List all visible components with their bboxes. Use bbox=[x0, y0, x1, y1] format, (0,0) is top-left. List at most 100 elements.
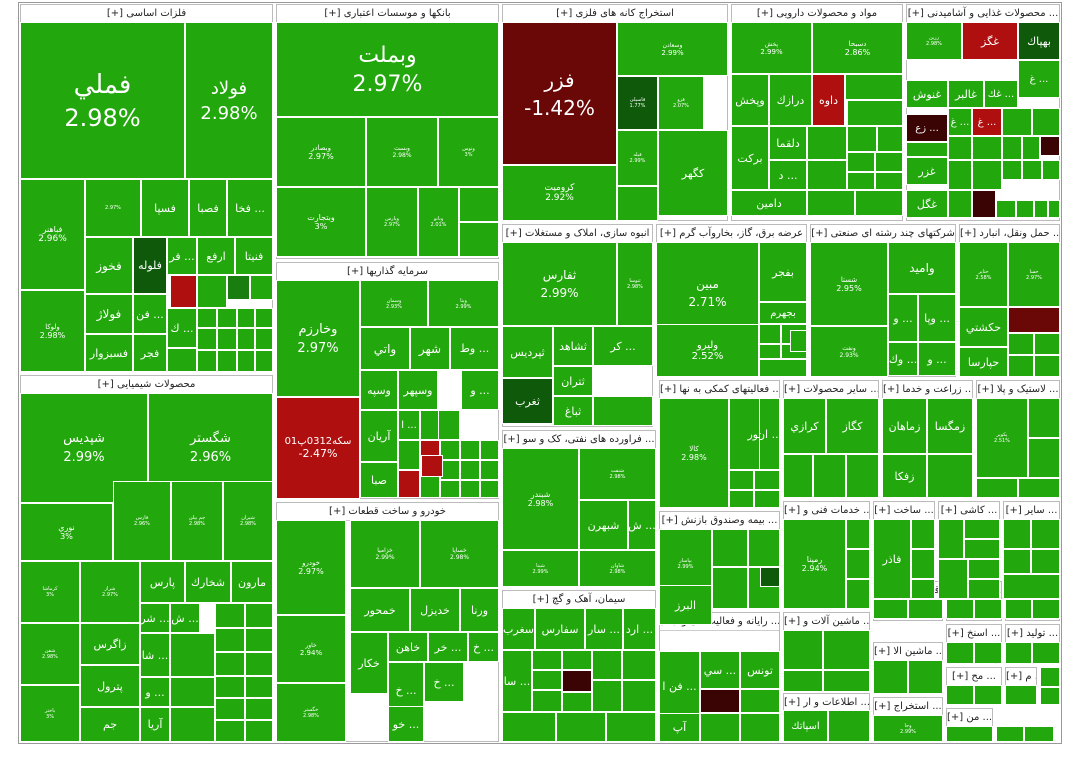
stock-tile[interactable]: شخارك bbox=[185, 561, 231, 603]
stock-tile[interactable]: تونس bbox=[740, 651, 780, 689]
stock-tile[interactable]: كگاز bbox=[826, 398, 879, 454]
stock-tile[interactable]: فصبا bbox=[189, 179, 227, 237]
stock-tile[interactable]: وسعادن 2.99% bbox=[617, 22, 728, 76]
stock-tile[interactable]: فارس 2.96% bbox=[113, 481, 171, 561]
stock-tile[interactable]: فر ... bbox=[167, 237, 197, 275]
treemap-cell[interactable] bbox=[617, 186, 658, 221]
stock-tile[interactable]: فيله 2.99% bbox=[617, 130, 658, 186]
sector-header[interactable]: [+] ماشین آلات و ... bbox=[784, 613, 869, 631]
treemap-cell[interactable] bbox=[996, 726, 1024, 742]
treemap-cell[interactable] bbox=[948, 136, 972, 160]
treemap-cell[interactable] bbox=[740, 713, 780, 742]
treemap-cell[interactable] bbox=[1002, 136, 1022, 160]
treemap-cell[interactable] bbox=[255, 308, 273, 328]
sector-header[interactable]: [+] ساخت ... bbox=[874, 502, 934, 520]
treemap-cell[interactable] bbox=[1022, 136, 1040, 160]
treemap-cell[interactable] bbox=[622, 680, 656, 712]
stock-tile[interactable]: فخوز bbox=[85, 237, 133, 294]
treemap-cell[interactable] bbox=[215, 676, 245, 698]
treemap-cell[interactable] bbox=[245, 628, 273, 652]
sector-header[interactable]: [+] ماشین الا ... bbox=[874, 643, 942, 661]
treemap-cell[interactable] bbox=[532, 690, 562, 712]
treemap-cell[interactable] bbox=[759, 359, 807, 377]
sector-header[interactable]: [+] فعالیتهای کمکی به نها ... bbox=[660, 381, 779, 399]
treemap-cell[interactable] bbox=[759, 324, 781, 344]
treemap-cell[interactable] bbox=[592, 650, 622, 680]
treemap-cell[interactable] bbox=[1022, 160, 1042, 180]
stock-tile[interactable]: خر ... bbox=[428, 632, 468, 662]
treemap-cell[interactable] bbox=[215, 720, 245, 742]
treemap-cell[interactable] bbox=[729, 470, 754, 490]
treemap-cell[interactable] bbox=[911, 579, 935, 599]
stock-tile[interactable]: شراز 2.97% bbox=[80, 561, 140, 623]
stock-tile[interactable]: ثنوسا 2.98% bbox=[617, 242, 653, 326]
stock-tile[interactable]: بهپاك bbox=[1018, 22, 1060, 60]
treemap-cell[interactable] bbox=[846, 454, 879, 498]
stock-tile[interactable]: آريان bbox=[360, 410, 398, 462]
stock-tile[interactable]: شفن 2.98% bbox=[20, 623, 80, 685]
stock-tile[interactable]: باختر 3% bbox=[20, 685, 80, 742]
sector-header[interactable]: [+] مح ... bbox=[947, 668, 1001, 686]
stock-tile[interactable]: وك ... bbox=[888, 342, 918, 376]
stock-tile[interactable]: زرين 2.98% bbox=[906, 22, 962, 60]
treemap-cell[interactable] bbox=[1034, 333, 1060, 355]
stock-tile[interactable]: خكار bbox=[350, 632, 388, 694]
treemap-cell[interactable] bbox=[562, 650, 592, 670]
stock-tile[interactable]: خاهن bbox=[388, 632, 428, 662]
stock-tile[interactable]: حتاير 2.58% bbox=[959, 242, 1008, 307]
stock-tile[interactable]: رمپنا 2.94% bbox=[783, 519, 846, 609]
treemap-cell[interactable] bbox=[974, 685, 1002, 705]
stock-tile[interactable]: ونفت 2.93% bbox=[810, 326, 888, 377]
treemap-cell[interactable] bbox=[964, 519, 1000, 539]
treemap-cell[interactable] bbox=[1032, 108, 1060, 136]
treemap-cell[interactable] bbox=[215, 652, 245, 676]
stock-tile[interactable]: درازك bbox=[769, 74, 812, 126]
treemap-cell[interactable] bbox=[968, 579, 1000, 599]
treemap-cell[interactable] bbox=[237, 308, 255, 328]
treemap-cell[interactable] bbox=[245, 652, 273, 676]
stock-tile[interactable]: خودرو 2.97% bbox=[276, 520, 346, 615]
stock-tile[interactable]: شنفت 2.98% bbox=[579, 448, 656, 500]
stock-tile[interactable]: زاگرس bbox=[80, 623, 140, 665]
treemap-cell[interactable] bbox=[420, 410, 440, 440]
stock-tile[interactable]: و ... bbox=[461, 370, 499, 410]
stock-tile[interactable]: كرماشا 3% bbox=[20, 561, 80, 623]
stock-tile[interactable]: غك ... bbox=[984, 80, 1018, 108]
stock-tile[interactable]: فسبزوار bbox=[85, 334, 133, 372]
treemap-cell[interactable] bbox=[197, 328, 217, 350]
stock-tile[interactable]: وپا ... bbox=[918, 294, 956, 342]
treemap-cell[interactable] bbox=[217, 328, 237, 350]
stock-tile[interactable]: ثفارس 2.99% bbox=[502, 242, 617, 326]
treemap-cell[interactable] bbox=[459, 187, 499, 222]
treemap-cell[interactable] bbox=[532, 670, 562, 690]
stock-tile[interactable]: خو ... bbox=[388, 706, 424, 742]
treemap-cell[interactable] bbox=[759, 344, 781, 359]
stock-tile[interactable]: ش ... bbox=[170, 603, 200, 633]
treemap-cell[interactable] bbox=[877, 126, 903, 152]
sector-header[interactable]: [+] استخراج ... bbox=[874, 698, 942, 716]
stock-tile[interactable]: زفكا bbox=[882, 454, 927, 498]
stock-tile[interactable]: ش ... bbox=[628, 500, 656, 550]
stock-tile[interactable]: و ... bbox=[140, 677, 170, 707]
treemap-cell[interactable] bbox=[873, 599, 908, 619]
treemap-cell[interactable] bbox=[170, 275, 197, 308]
stock-tile[interactable]: پترول bbox=[80, 665, 140, 707]
stock-tile[interactable]: فزو 2.07% bbox=[658, 76, 704, 130]
treemap-cell[interactable] bbox=[217, 350, 237, 372]
stock-tile[interactable]: جم پيلن 2.98% bbox=[171, 481, 223, 561]
treemap-cell[interactable] bbox=[927, 454, 973, 498]
treemap-cell[interactable] bbox=[245, 720, 273, 742]
stock-tile[interactable]: ورنا bbox=[460, 588, 499, 632]
stock-tile[interactable]: البرز bbox=[659, 585, 712, 625]
treemap-cell[interactable] bbox=[556, 712, 606, 742]
sector-header[interactable]: [+] عرضه برق، گاز، بخاروآب گرم bbox=[657, 225, 806, 243]
stock-tile[interactable]: اسپاتك bbox=[783, 710, 828, 742]
treemap-cell[interactable] bbox=[911, 519, 935, 549]
treemap-cell[interactable] bbox=[460, 440, 480, 460]
treemap-cell[interactable] bbox=[968, 559, 1000, 579]
stock-tile[interactable]: فخا ... bbox=[227, 179, 273, 237]
treemap-cell[interactable] bbox=[1008, 355, 1034, 377]
stock-tile[interactable]: غ ... bbox=[948, 108, 972, 136]
sector-header[interactable]: [+] فلزات اساسی bbox=[21, 5, 272, 23]
treemap-cell[interactable] bbox=[1002, 108, 1032, 136]
